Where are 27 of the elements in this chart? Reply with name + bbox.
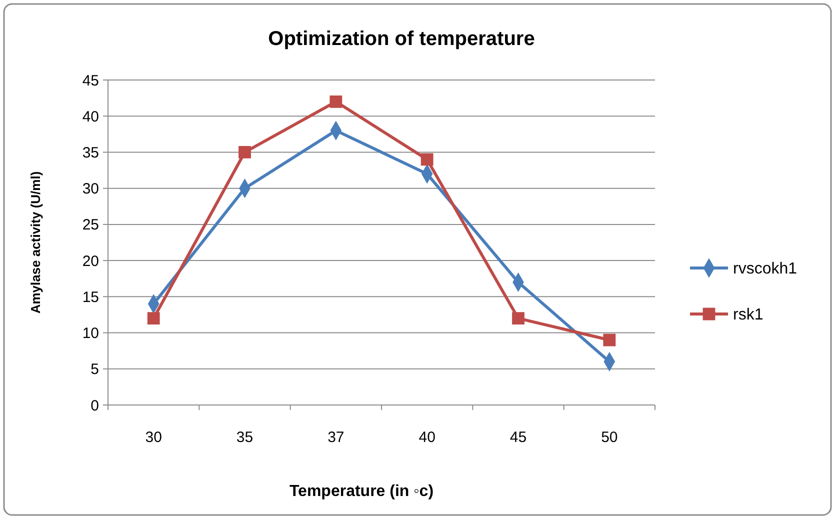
x-tick-label: 37 (328, 429, 344, 446)
legend-label: rsk1 (733, 306, 764, 324)
y-tick-label: 40 (82, 108, 99, 126)
y-axis-title: Amylase activity (U/ml) (28, 171, 43, 314)
point (603, 334, 616, 346)
point (147, 312, 160, 325)
point (512, 312, 524, 325)
point (420, 153, 434, 166)
y-tick-label: 0 (90, 397, 99, 414)
x-tick-label: 30 (145, 429, 162, 446)
x-tick-label: 50 (601, 429, 618, 446)
y-tick-label: 35 (82, 144, 99, 162)
y-tick-label: 45 (82, 72, 99, 90)
y-tick-label: 5 (90, 361, 99, 378)
x-axis-title: Temperature (in ◦c) (289, 483, 434, 500)
x-tick-label: 40 (418, 429, 436, 446)
legend-label: rvscokh1 (733, 260, 798, 278)
y-tick-label: 25 (82, 216, 99, 234)
point (238, 146, 251, 158)
point (330, 95, 342, 108)
y-tick-label: 15 (82, 288, 99, 306)
y-tick-label: 10 (82, 325, 99, 342)
y-tick-label: 30 (82, 180, 99, 198)
y-tick-label: 20 (82, 252, 99, 270)
chart-title: Optimization of temperature (268, 28, 535, 50)
x-tick-label: 45 (510, 429, 527, 446)
x-tick-label: 35 (236, 429, 254, 446)
